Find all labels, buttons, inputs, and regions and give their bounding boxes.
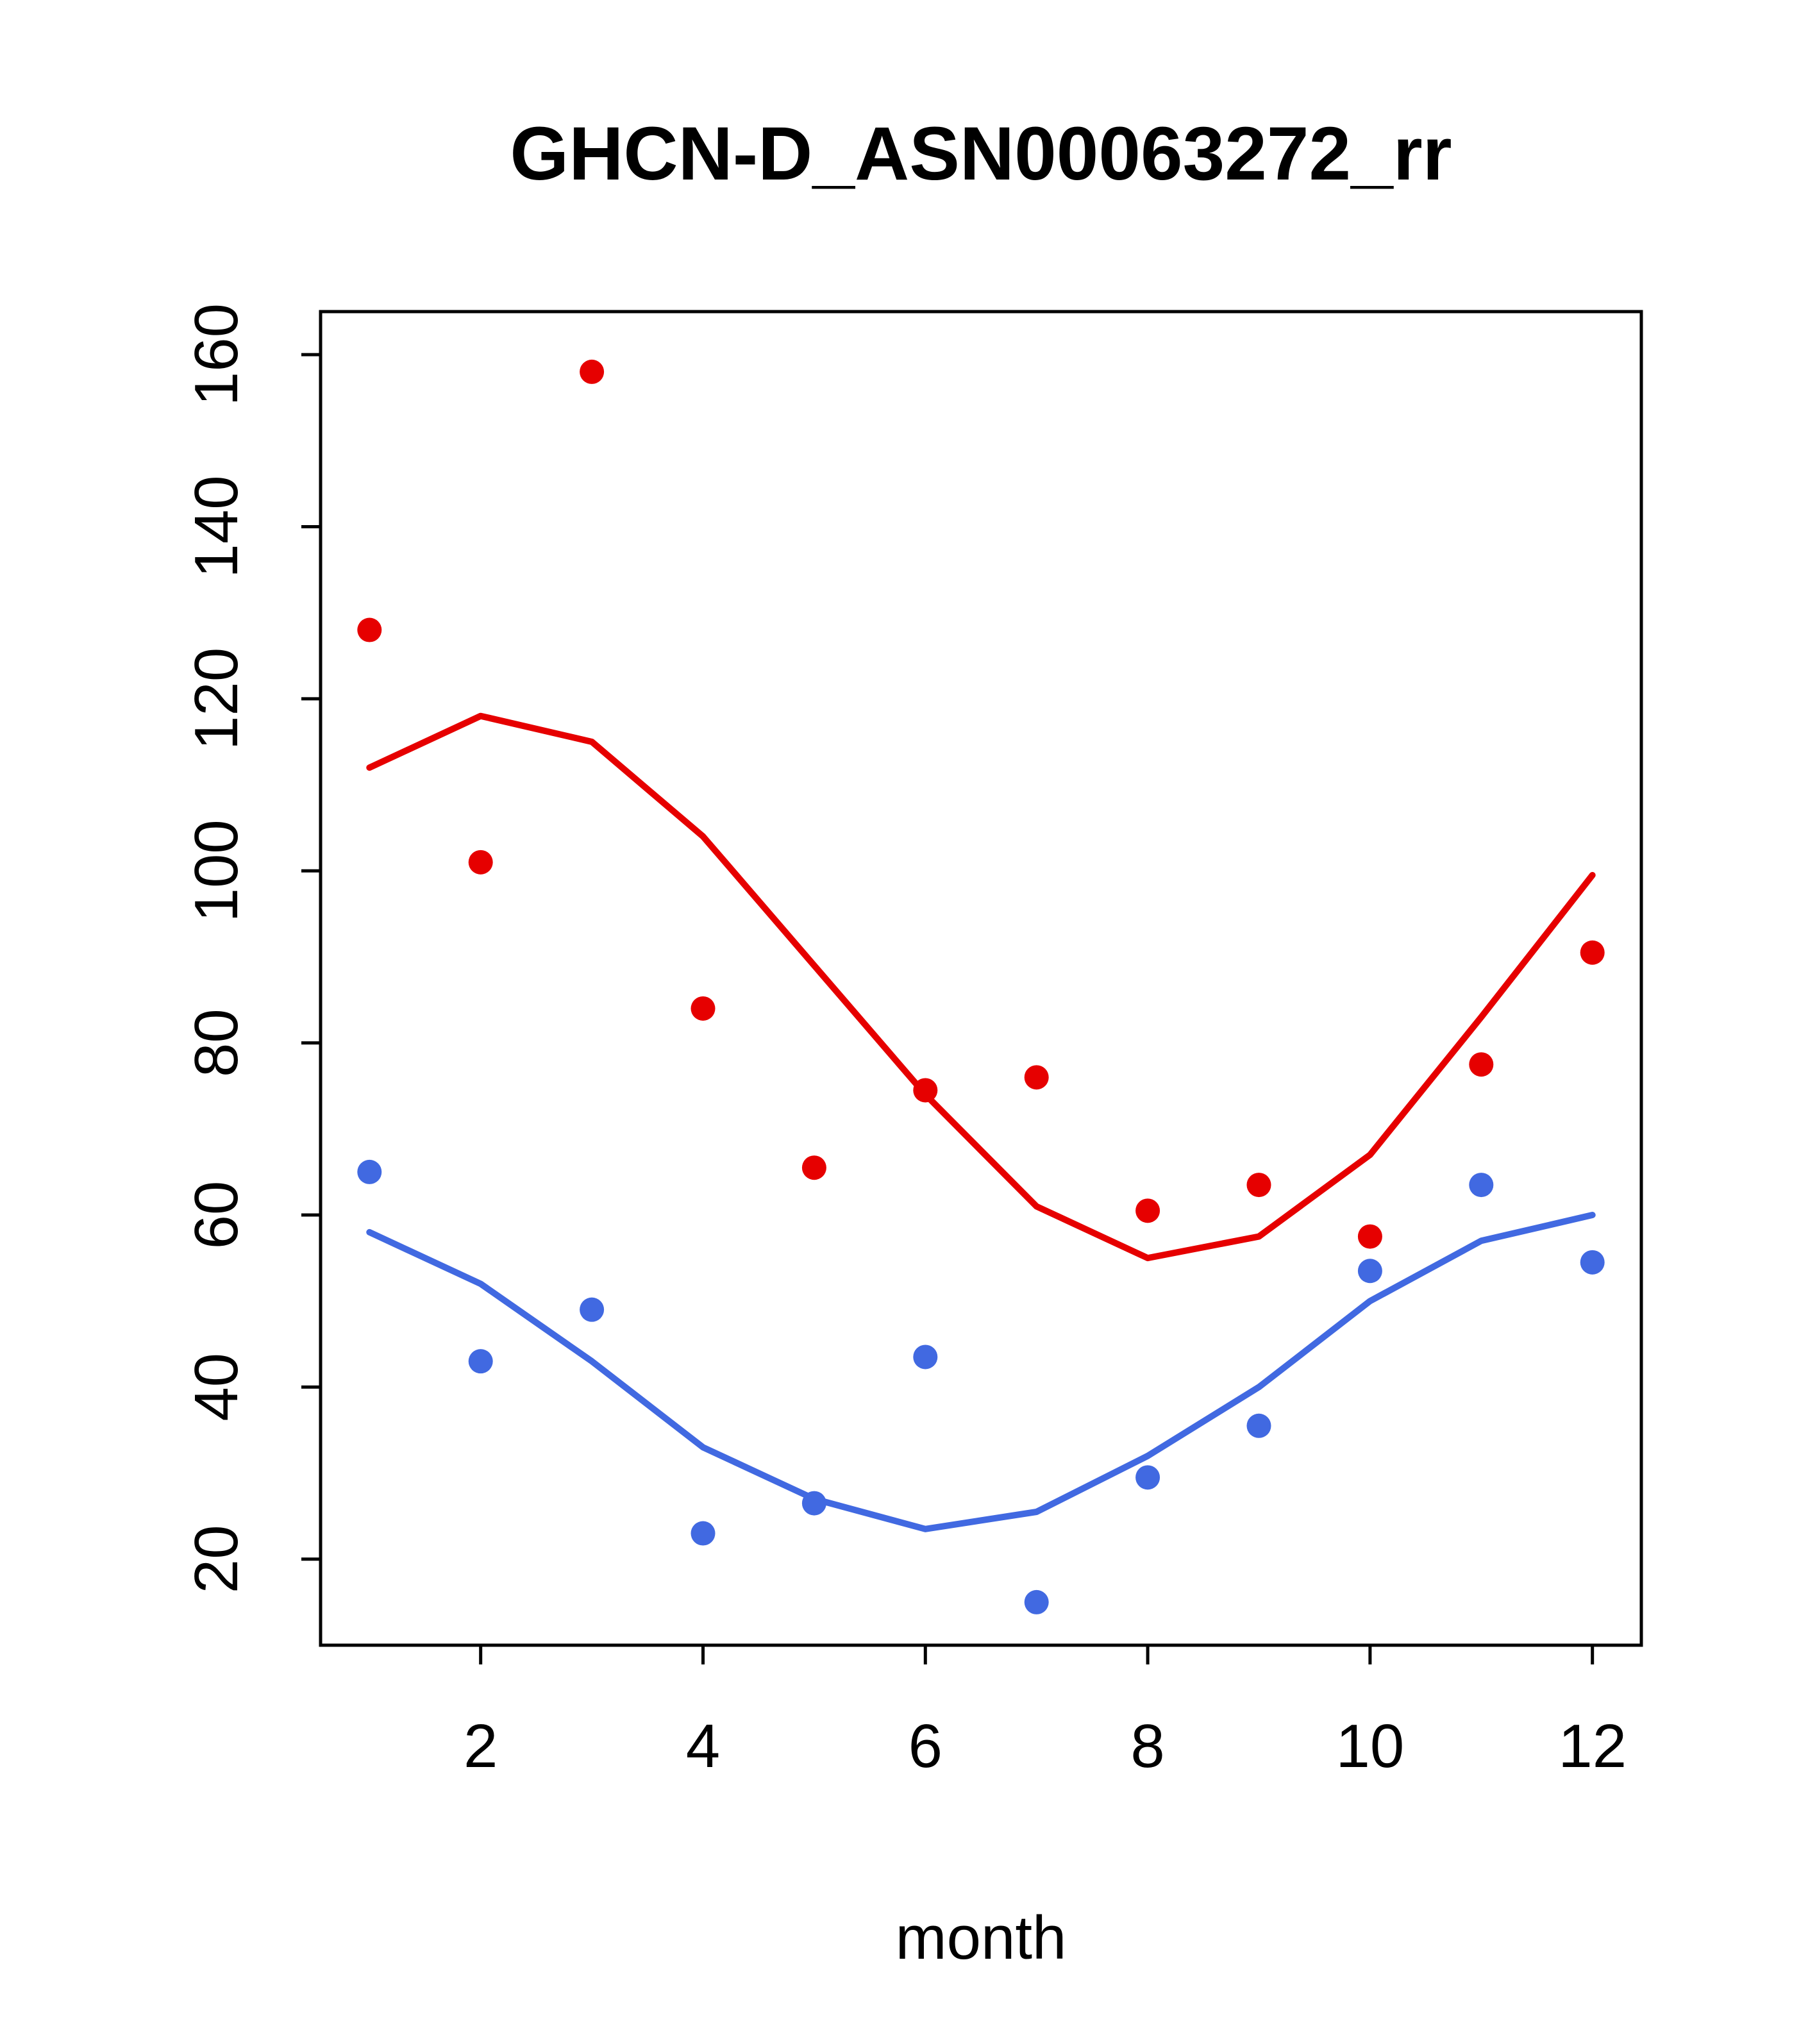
y-tick-label: 80 (182, 1009, 251, 1077)
x-tick-label: 4 (686, 1712, 720, 1780)
y-tick-label: 40 (182, 1353, 251, 1421)
blue-monthly-points-point (1246, 1413, 1271, 1438)
x-axis: 2 4 6 8 10 12 (464, 1645, 1627, 1780)
x-tick-label: 6 (908, 1712, 942, 1780)
blue-monthly-points-point (1469, 1173, 1494, 1198)
red-monthly-points-point (1135, 1198, 1160, 1223)
blue-monthly-points-point (357, 1159, 382, 1184)
y-tick-label: 60 (182, 1181, 251, 1250)
blue-monthly-points-point (913, 1345, 938, 1370)
red-monthly-points-point (1580, 940, 1605, 965)
y-tick-label: 100 (182, 819, 251, 922)
red-monthly-points-point (1357, 1224, 1382, 1249)
red-monthly-points-point (468, 850, 493, 875)
red-monthly-points-point (691, 996, 716, 1021)
red-monthly-points-point (913, 1078, 938, 1103)
blue-monthly-points-point (691, 1521, 716, 1546)
series-layer (357, 359, 1605, 1614)
blue-monthly-points-point (468, 1349, 493, 1374)
red-monthly-points-point (1024, 1065, 1049, 1090)
y-tick-label: 120 (182, 648, 251, 750)
red-monthly-points (357, 359, 1605, 1249)
plot-title: GHCN-D_ASN00063272_rr (510, 112, 1452, 196)
x-tick-label: 8 (1130, 1712, 1164, 1780)
x-axis-label: month (896, 1904, 1067, 1972)
plot-box (319, 310, 1643, 1647)
blue-monthly-points-point (580, 1297, 605, 1322)
y-axis: 20 40 60 80 100 120 140 160 (182, 303, 321, 1593)
red-monthly-points-point (801, 1155, 826, 1180)
red-monthly-points-point (580, 359, 605, 384)
y-tick-label: 140 (182, 475, 251, 578)
red-monthly-points-point (1469, 1052, 1494, 1077)
x-tick-label: 12 (1558, 1712, 1627, 1780)
y-tick-label: 20 (182, 1525, 251, 1593)
blue-smoothed-line (366, 1212, 1596, 1532)
blue-monthly-points-point (1024, 1589, 1049, 1614)
x-tick-label: 2 (464, 1712, 498, 1780)
red-smoothed-line (366, 712, 1596, 1262)
blue-monthly-points-point (1357, 1259, 1382, 1284)
y-tick-label: 160 (182, 303, 251, 406)
x-tick-label: 10 (1336, 1712, 1405, 1780)
blue-monthly-points-point (1580, 1250, 1605, 1275)
blue-monthly-points-point (1135, 1465, 1160, 1490)
red-monthly-points-point (357, 617, 382, 642)
red-monthly-points-point (1246, 1173, 1271, 1198)
blue-monthly-points (357, 1159, 1605, 1614)
blue-monthly-points-point (801, 1491, 826, 1516)
